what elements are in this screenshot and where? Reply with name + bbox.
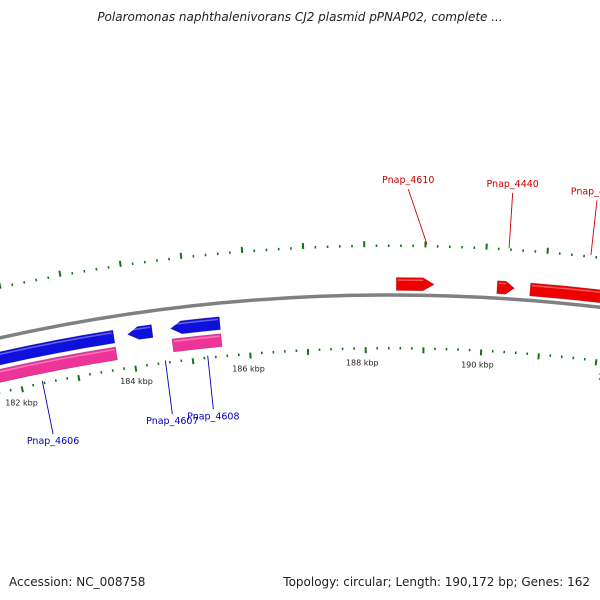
- tick-mark: [11, 283, 14, 287]
- reverse-gene-arrow-highlight: [0, 332, 112, 356]
- tick-mark: [546, 247, 549, 254]
- tick-mark: [191, 358, 195, 365]
- tick-mark: [9, 388, 12, 392]
- scale-label: 186 kbp: [232, 364, 265, 373]
- accession-text: Accession: NC_008758: [9, 575, 146, 589]
- reverse-gene-arrow-highlight: [171, 318, 219, 326]
- gene-label: Pnap_4610: [382, 175, 434, 186]
- rna-feature-block: [171, 333, 223, 353]
- gene-leader-line: [41, 380, 54, 435]
- tick-mark: [118, 260, 122, 267]
- gene-label: Pnap_4608: [187, 411, 239, 422]
- rna-feature-block: [0, 346, 118, 383]
- gene-leader-line: [590, 200, 598, 256]
- reverse-gene-arrow-highlight: [128, 326, 151, 332]
- gene-leader-line: [207, 355, 214, 410]
- rna-feature-block-highlight: [173, 335, 220, 343]
- gene-label: Pnap_4606: [27, 436, 79, 447]
- forward-gene-arrow: [496, 280, 515, 295]
- gene-label: Pnap_4440: [486, 179, 538, 190]
- tick-rings: [0, 241, 598, 394]
- reverse-gene-arrow: [0, 329, 116, 366]
- forward-gene-arrow: [395, 277, 435, 292]
- scale-label: 2 kbp: [598, 372, 600, 381]
- tick-mark: [134, 365, 138, 372]
- tick-mark: [32, 383, 35, 387]
- tick-mark: [179, 252, 183, 259]
- tick-mark: [58, 270, 62, 277]
- scale-label: 182 kbp: [5, 398, 38, 407]
- gene-label: Pnap_4441: [571, 186, 600, 197]
- gene-leader-line: [164, 360, 173, 415]
- reverse-gene-arrow: [127, 324, 154, 340]
- tick-mark: [594, 359, 598, 366]
- tick-mark: [20, 386, 24, 393]
- reverse-gene-arrow: [170, 316, 221, 335]
- rna-feature-block-highlight: [0, 348, 115, 373]
- map-title: Polaromonas naphthalenivorans CJ2 plasmi…: [97, 10, 503, 24]
- forward-gene-arrow-highlight: [531, 284, 600, 293]
- backbone-circle: [0, 293, 600, 340]
- tick-mark: [0, 282, 2, 289]
- tick-mark: [77, 374, 81, 382]
- topology-summary-text: Topology: circular; Length: 190,172 bp; …: [283, 575, 590, 589]
- scale-label: 190 kbp: [461, 361, 494, 370]
- scale-label: 188 kbp: [346, 359, 379, 368]
- gene-label: Pnap_4607: [146, 416, 198, 427]
- gene-leader-line: [508, 192, 514, 248]
- tick-mark: [537, 353, 540, 360]
- forward-gene-arrow: [529, 282, 600, 304]
- gene-leader-line: [407, 188, 428, 245]
- scale-label: 184 kbp: [120, 377, 153, 386]
